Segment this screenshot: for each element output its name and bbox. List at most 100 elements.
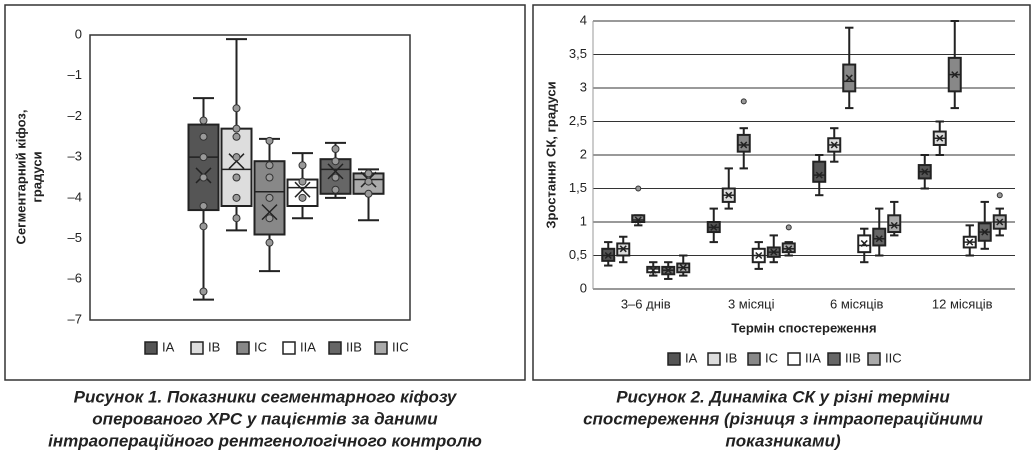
mean — [981, 228, 989, 236]
mean — [327, 163, 344, 180]
point — [199, 116, 208, 125]
point — [331, 173, 340, 182]
plot-frame — [89, 34, 411, 321]
y-tick-label: 1 — [580, 213, 587, 228]
mean — [634, 216, 642, 224]
frame — [532, 4, 1031, 381]
mean — [966, 238, 974, 246]
point — [232, 173, 241, 182]
box — [736, 133, 751, 153]
point — [265, 161, 274, 170]
point — [785, 224, 792, 231]
point — [232, 193, 241, 202]
y-tick-label: –3 — [68, 149, 82, 164]
mean — [951, 71, 959, 79]
point — [199, 222, 208, 231]
y-tick-label: 0,5 — [569, 247, 587, 262]
mean — [679, 264, 687, 272]
point — [740, 98, 747, 105]
legend-label: IA — [162, 339, 175, 354]
box — [812, 160, 827, 183]
mean — [875, 235, 883, 243]
point — [265, 136, 274, 145]
legend-swatch — [747, 352, 761, 366]
mean — [996, 218, 1004, 226]
y-tick-label: 0 — [75, 26, 82, 41]
mean — [936, 134, 944, 142]
point — [364, 169, 373, 178]
frame — [4, 4, 526, 381]
mean — [604, 251, 612, 260]
y-tick-label: –4 — [68, 189, 82, 204]
legend-swatch — [144, 341, 158, 355]
legend-label: IC — [254, 339, 267, 354]
y-axis-label: Зростання СК, градуси — [543, 81, 558, 228]
mean — [294, 181, 311, 198]
mean — [710, 223, 718, 231]
legend-swatch — [667, 352, 681, 366]
y-tick-label: 3 — [580, 79, 587, 94]
point — [364, 189, 373, 198]
y-tick-label: 0 — [580, 280, 587, 295]
legend-swatch — [827, 352, 841, 366]
x-axis-label: Термін спостереження — [731, 320, 876, 335]
point — [232, 132, 241, 141]
mean — [770, 248, 778, 256]
point — [265, 214, 274, 223]
caption: спостереження (різниця з інтраопераційни… — [583, 409, 983, 428]
y-tick-label: 2 — [580, 146, 587, 161]
box — [631, 214, 646, 224]
mean — [664, 266, 672, 274]
legend-label: IIB — [346, 339, 362, 354]
caption: Рисунок 2. Динаміка СК у різні терміни — [616, 387, 950, 406]
point — [265, 238, 274, 247]
point — [265, 173, 274, 182]
caption: показниками) — [725, 431, 841, 450]
point — [199, 202, 208, 210]
mean — [619, 245, 627, 253]
legend-swatch — [190, 341, 204, 355]
point — [199, 173, 208, 182]
point — [298, 161, 307, 170]
y-tick-label: 3,5 — [569, 46, 587, 61]
point — [298, 177, 307, 186]
point — [199, 287, 208, 296]
y-tick-label: –1 — [68, 67, 82, 82]
y-tick-label: –5 — [68, 230, 82, 245]
caption: оперованого ХРС у пацієнтів за даними — [92, 409, 438, 428]
y-tick-label: –2 — [68, 108, 82, 123]
mean — [740, 141, 748, 149]
y-tick-label: 4 — [580, 12, 587, 27]
legend-swatch — [867, 352, 881, 366]
box — [887, 214, 902, 234]
y-tick-label: –7 — [68, 311, 82, 326]
mean — [890, 221, 898, 229]
mean — [845, 74, 853, 82]
mean — [261, 204, 278, 221]
point — [232, 153, 241, 162]
legend-label: IIA — [805, 350, 821, 365]
x-tick-label: 3 місяці — [728, 296, 775, 311]
point — [364, 177, 373, 186]
point — [232, 104, 241, 113]
legend-label: IIB — [845, 350, 861, 365]
caption: інтраопераційного рентгенологічного конт… — [48, 431, 482, 450]
caption: Рисунок 1. Показники сегментарного кіфоз… — [74, 387, 458, 406]
legend-swatch — [707, 352, 721, 366]
x-tick-label: 12 місяців — [932, 296, 993, 311]
legend-swatch — [374, 341, 388, 355]
legend-label: IB — [725, 350, 737, 365]
legend-swatch — [328, 341, 342, 355]
point — [199, 132, 208, 141]
point — [331, 145, 340, 153]
legend-swatch — [787, 352, 801, 366]
point — [331, 157, 340, 166]
legend-label: IB — [208, 339, 220, 354]
point — [298, 193, 307, 202]
mean — [815, 171, 823, 179]
y-tick-label: 2,5 — [569, 113, 587, 128]
mean — [228, 153, 245, 170]
mean — [860, 239, 868, 247]
